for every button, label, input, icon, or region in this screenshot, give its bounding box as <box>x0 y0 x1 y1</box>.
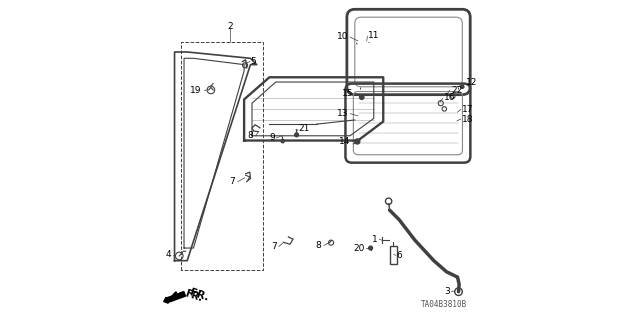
Text: 8: 8 <box>248 131 253 140</box>
Text: TA04B3810B: TA04B3810B <box>420 300 467 309</box>
Text: 2: 2 <box>227 22 233 31</box>
Text: 18: 18 <box>462 115 474 123</box>
Text: 17: 17 <box>462 105 474 114</box>
Text: 11: 11 <box>368 31 380 40</box>
Text: 10: 10 <box>337 32 348 41</box>
Text: 6: 6 <box>397 251 403 260</box>
Text: 7: 7 <box>271 242 277 251</box>
Circle shape <box>360 95 364 100</box>
Circle shape <box>461 85 464 88</box>
Text: 3: 3 <box>445 287 451 296</box>
Circle shape <box>355 139 360 144</box>
Text: 1: 1 <box>372 235 378 244</box>
FancyArrow shape <box>164 292 186 303</box>
Text: 20: 20 <box>353 243 364 253</box>
Text: 13: 13 <box>337 108 348 117</box>
Text: 15: 15 <box>342 89 354 98</box>
Text: 16: 16 <box>444 93 456 102</box>
Text: 9: 9 <box>269 133 275 143</box>
Circle shape <box>369 246 372 250</box>
Text: FR.: FR. <box>184 289 204 304</box>
Text: 19: 19 <box>190 86 202 95</box>
Text: 4: 4 <box>165 250 171 259</box>
Text: 7: 7 <box>230 177 236 186</box>
Text: FR.: FR. <box>189 288 211 303</box>
Text: 22: 22 <box>451 86 463 95</box>
Text: 5: 5 <box>250 57 255 66</box>
Text: 8: 8 <box>316 241 321 250</box>
Text: 14: 14 <box>339 137 350 146</box>
Text: 12: 12 <box>465 78 477 87</box>
Text: 21: 21 <box>298 124 310 133</box>
Circle shape <box>281 140 284 143</box>
Bar <box>390 247 397 264</box>
Circle shape <box>294 133 298 137</box>
